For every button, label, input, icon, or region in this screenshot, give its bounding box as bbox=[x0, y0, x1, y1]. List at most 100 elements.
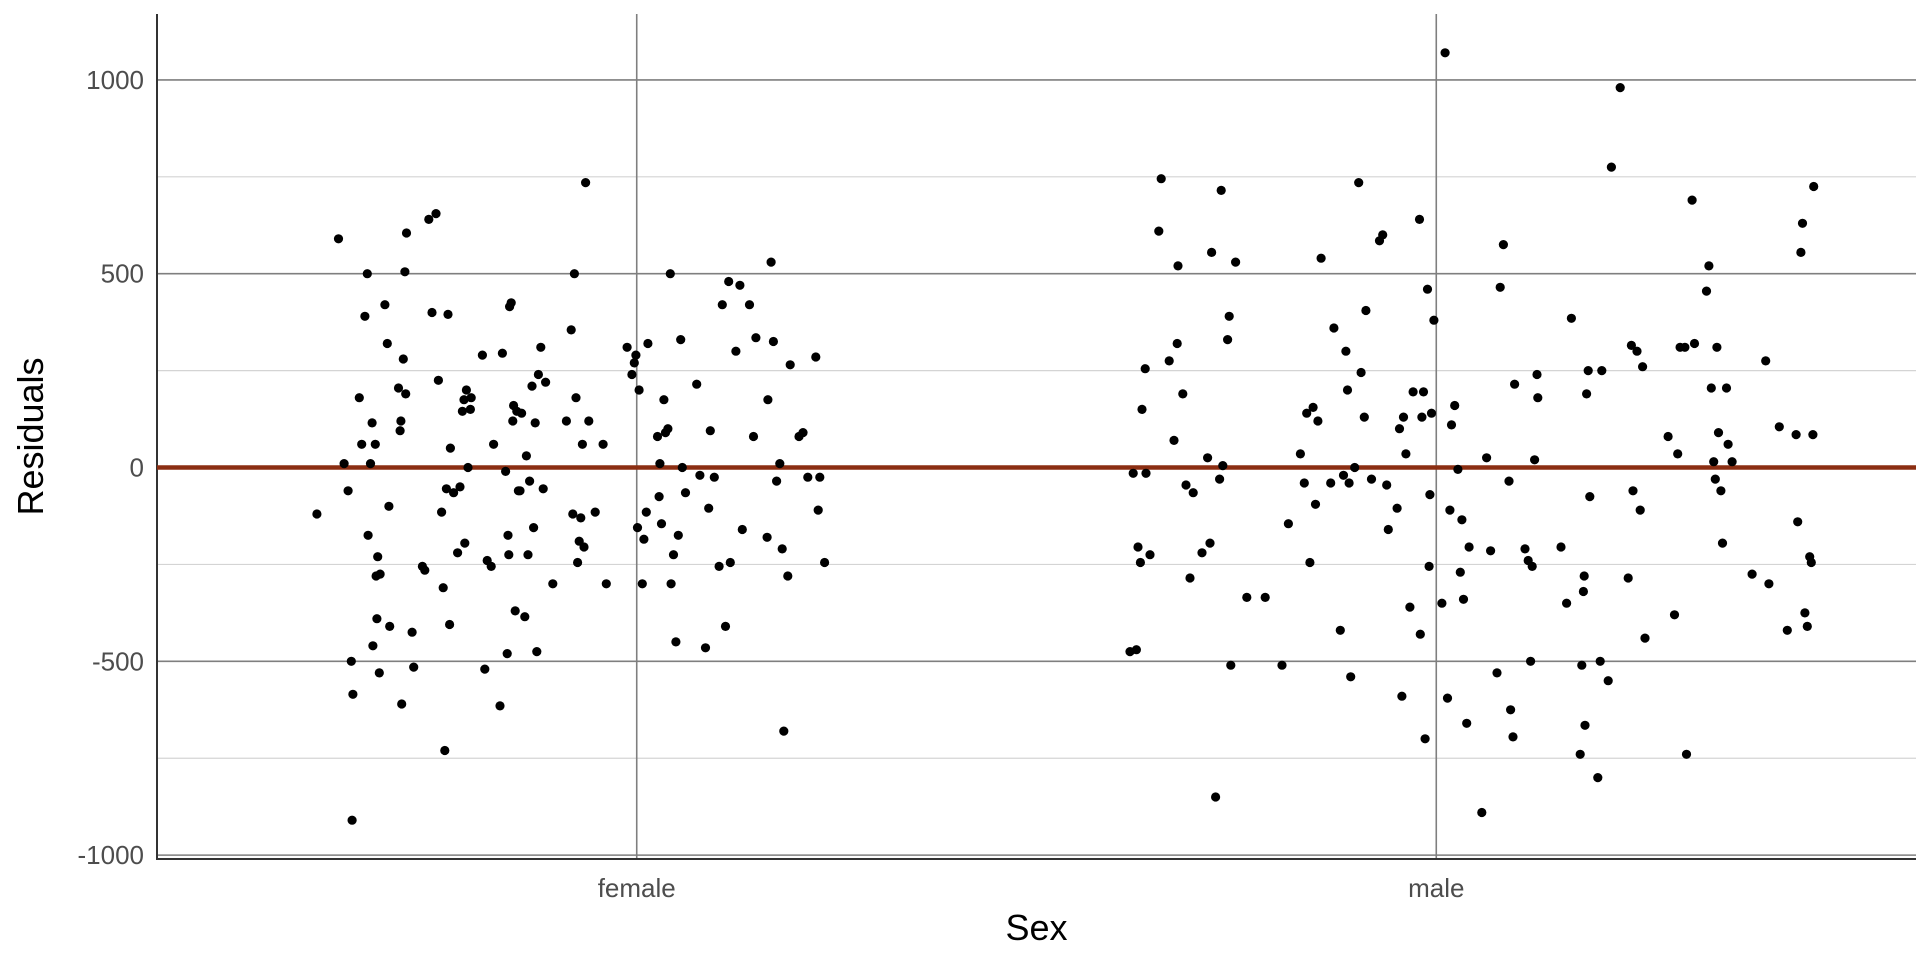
data-point bbox=[384, 501, 394, 511]
data-point bbox=[1508, 732, 1518, 742]
data-point bbox=[627, 369, 637, 380]
data-point bbox=[775, 459, 785, 469]
data-point bbox=[460, 538, 470, 548]
data-point bbox=[312, 509, 322, 519]
data-point bbox=[445, 619, 455, 630]
data-point bbox=[815, 472, 825, 482]
data-point bbox=[1626, 340, 1636, 350]
data-point bbox=[1326, 478, 1336, 488]
data-point bbox=[692, 379, 702, 389]
data-point bbox=[527, 381, 537, 391]
data-point bbox=[1216, 185, 1226, 195]
data-point bbox=[677, 462, 687, 473]
data-point bbox=[1709, 457, 1719, 467]
data-point bbox=[1710, 474, 1720, 484]
data-point bbox=[720, 621, 731, 632]
data-point bbox=[1583, 366, 1593, 376]
data-point bbox=[1207, 247, 1217, 257]
data-point bbox=[515, 486, 525, 496]
data-point bbox=[1566, 313, 1576, 323]
data-point bbox=[480, 664, 490, 674]
data-point bbox=[1747, 569, 1757, 579]
data-point bbox=[1486, 546, 1496, 556]
data-point bbox=[766, 257, 776, 267]
data-point bbox=[465, 404, 475, 414]
data-point bbox=[453, 548, 463, 558]
data-point bbox=[365, 459, 376, 469]
data-point bbox=[1424, 561, 1434, 572]
data-point bbox=[577, 439, 588, 449]
data-point bbox=[525, 476, 535, 486]
data-point bbox=[1577, 660, 1587, 670]
data-point bbox=[1520, 544, 1530, 554]
data-point bbox=[396, 416, 406, 426]
data-point bbox=[504, 550, 514, 560]
data-point bbox=[1305, 557, 1315, 568]
data-point bbox=[1504, 476, 1514, 486]
data-point bbox=[1464, 542, 1474, 552]
data-point bbox=[631, 350, 641, 360]
data-point bbox=[1156, 174, 1166, 184]
data-point bbox=[440, 745, 450, 756]
data-point bbox=[1530, 455, 1540, 465]
data-point bbox=[637, 579, 647, 589]
data-point bbox=[437, 507, 447, 517]
data-point bbox=[1141, 468, 1151, 478]
data-point bbox=[395, 426, 405, 436]
data-point bbox=[374, 668, 384, 678]
y-tick-label: 0 bbox=[130, 453, 144, 483]
data-point bbox=[1414, 214, 1425, 224]
data-point bbox=[508, 416, 518, 426]
data-point bbox=[1408, 387, 1418, 397]
data-point bbox=[1308, 402, 1318, 412]
data-point bbox=[1791, 430, 1801, 440]
data-point bbox=[785, 360, 795, 370]
data-point bbox=[441, 484, 451, 494]
data-point bbox=[717, 300, 727, 310]
data-point bbox=[348, 689, 358, 699]
data-point bbox=[643, 338, 653, 349]
data-point bbox=[1713, 428, 1724, 438]
data-point bbox=[463, 462, 473, 473]
data-point bbox=[517, 408, 527, 418]
data-point bbox=[401, 389, 411, 399]
data-point bbox=[668, 550, 679, 560]
data-point bbox=[1338, 470, 1349, 480]
data-point bbox=[1585, 492, 1595, 502]
data-point bbox=[495, 701, 505, 711]
data-point bbox=[503, 530, 513, 540]
data-point bbox=[1137, 404, 1147, 414]
data-point bbox=[666, 579, 676, 589]
data-point bbox=[1442, 693, 1453, 703]
data-point bbox=[571, 393, 581, 403]
data-point bbox=[1717, 538, 1728, 548]
data-point bbox=[1800, 608, 1810, 618]
data-point bbox=[1638, 362, 1648, 372]
data-point bbox=[1299, 478, 1309, 488]
data-point bbox=[1205, 538, 1215, 548]
data-point bbox=[1361, 305, 1371, 316]
data-point bbox=[1329, 323, 1339, 333]
data-point bbox=[420, 565, 430, 575]
data-point bbox=[1495, 282, 1505, 292]
data-point bbox=[1532, 369, 1542, 380]
data-point bbox=[1440, 48, 1450, 58]
data-point bbox=[510, 606, 520, 616]
y-axis-title: Residuals bbox=[10, 357, 51, 515]
data-point bbox=[1635, 505, 1645, 515]
data-point bbox=[1335, 625, 1345, 635]
data-point bbox=[530, 418, 540, 428]
data-point bbox=[772, 476, 782, 486]
data-point bbox=[1378, 230, 1388, 240]
data-point bbox=[1774, 422, 1784, 432]
data-point bbox=[1422, 284, 1433, 294]
data-point bbox=[521, 451, 532, 461]
data-point bbox=[1295, 449, 1305, 459]
data-point bbox=[1398, 412, 1409, 422]
data-point bbox=[1595, 656, 1605, 666]
data-point bbox=[1135, 557, 1145, 568]
data-point bbox=[433, 375, 443, 385]
data-point bbox=[506, 298, 516, 308]
data-point bbox=[1169, 435, 1179, 445]
data-point bbox=[1526, 656, 1536, 666]
